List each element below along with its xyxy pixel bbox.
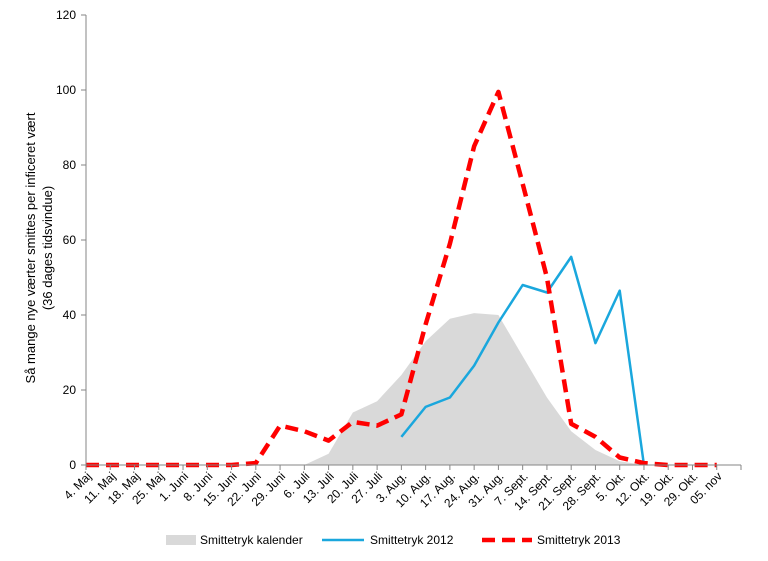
y-tick-label: 120 [56,8,76,22]
y-tick-label: 100 [56,83,76,97]
legend-item-smittetryk-kalender: Smittetryk kalender [166,533,303,547]
series-area-smittetryk-kalender [86,313,717,465]
series-line-smittetryk-2012 [400,255,646,466]
legend: Smittetryk kalender Smittetryk 2012 Smitte… [166,533,621,547]
y-tick-label: 80 [63,158,77,172]
y-tick-label: 20 [63,383,77,397]
y-axis-title-line-2: (36 dages tidsvindue) [40,186,55,310]
legend-label: Smittetryk kalender [200,533,303,547]
y-tick-label: 60 [63,233,77,247]
y-axis-title-line-1: Så mange nye værter smittes per inficere… [23,112,38,383]
legend-item-smittetryk-2012: Smittetryk 2012 [322,533,454,547]
legend-label: Smittetryk 2012 [370,533,454,547]
legend-item-smittetryk-2013: Smittetryk 2013 [482,533,621,547]
y-tick-label: 0 [69,458,76,472]
y-tick-label: 40 [63,308,77,322]
y-axis-title: Så mange nye værter smittes per inficere… [23,112,55,383]
legend-swatch [166,535,196,545]
legend-label: Smittetryk 2013 [537,533,621,547]
